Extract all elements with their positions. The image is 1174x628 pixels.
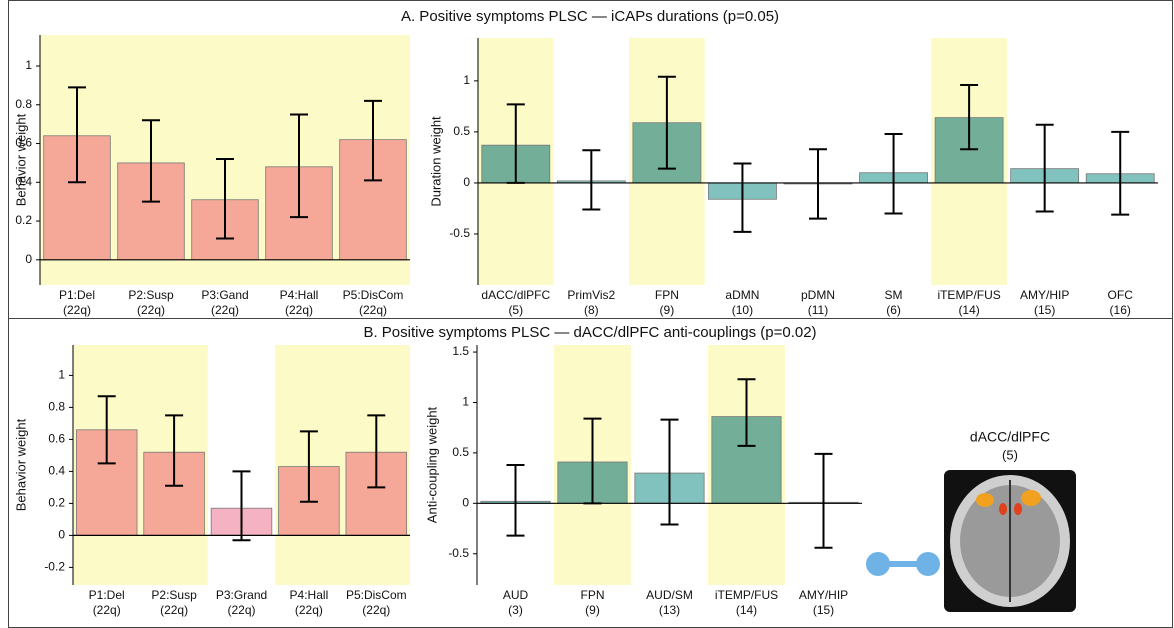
x-tick-note: (22q) <box>93 603 121 617</box>
x-tick-label: iTEMP/FUS <box>937 288 1000 302</box>
y-tick-label: 1.5 <box>452 344 469 358</box>
chart: P1:Del(22q)P2:Susp(22q)P3:Grand(22q)P4:H… <box>13 345 410 617</box>
x-tick-label: AMY/HIP <box>799 588 848 602</box>
y-tick-label: 0.8 <box>48 400 65 414</box>
x-tick-label: aDMN <box>725 288 759 302</box>
x-tick-label: P2:Susp <box>128 288 174 302</box>
x-tick-label: FPN <box>581 588 605 602</box>
y-tick-label: 0.5 <box>453 124 470 138</box>
inset-sublabel: (5) <box>1002 447 1018 462</box>
x-tick-note: (22q) <box>359 303 387 317</box>
x-tick-label: P1:Del <box>59 288 95 302</box>
x-tick-note: (10) <box>732 303 753 317</box>
y-axis-label: Duration weight <box>428 116 443 207</box>
x-tick-label: AMY/HIP <box>1020 288 1069 302</box>
x-tick-label: P4:Hall <box>280 288 319 302</box>
y-tick-label: 0 <box>25 252 32 266</box>
node <box>916 552 940 576</box>
section-title: A. Positive symptoms PLSC — iCAPs durati… <box>401 8 779 25</box>
activation <box>1021 490 1041 506</box>
y-axis-label: Anti-coupling weight <box>424 406 439 523</box>
activation <box>1014 503 1022 515</box>
y-tick-label: -0.2 <box>44 560 65 574</box>
x-tick-label: P4:Hall <box>290 588 329 602</box>
x-tick-note: (11) <box>808 303 828 317</box>
x-tick-note: (22q) <box>63 303 91 317</box>
x-tick-note: (22q) <box>137 303 165 317</box>
x-tick-note: (9) <box>660 303 675 317</box>
brain-inset: dACC/dlPFC (5) <box>866 429 1076 612</box>
y-axis-label: Behavior weight <box>13 113 28 206</box>
y-tick-label: 0 <box>462 495 469 509</box>
x-tick-note: (14) <box>736 603 757 617</box>
y-tick-label: 0.6 <box>15 136 32 150</box>
x-tick-note: (15) <box>813 603 834 617</box>
y-tick-label: 0.5 <box>452 445 469 459</box>
y-tick-label: 0.8 <box>15 97 32 111</box>
x-tick-note: (22q) <box>295 603 323 617</box>
x-tick-note: (22q) <box>211 303 239 317</box>
x-tick-label: P1:Del <box>89 588 125 602</box>
x-tick-note: (5) <box>508 303 523 317</box>
x-tick-note: (15) <box>1034 303 1055 317</box>
x-tick-label: FPN <box>655 288 679 302</box>
x-tick-note: (22q) <box>285 303 313 317</box>
chart: P1:Del(22q)P2:Susp(22q)P3:Gand(22q)P4:Ha… <box>13 35 410 317</box>
x-tick-note: (6) <box>886 303 901 317</box>
chart: AUD(3) FPN(9) AUD/SM(13) iTEMP/FUS(14) AMY/H… <box>424 344 862 617</box>
node <box>866 552 890 576</box>
y-tick-label: 0.2 <box>15 213 32 227</box>
x-tick-label: P5:DisCom <box>346 588 407 602</box>
x-tick-note: (8) <box>584 303 599 317</box>
x-tick-label: P3:Gand <box>201 288 248 302</box>
x-tick-label: AUD/SM <box>646 588 693 602</box>
x-tick-note: (14) <box>958 303 979 317</box>
x-tick-note: (22q) <box>160 603 188 617</box>
x-tick-label: P3:Grand <box>216 588 267 602</box>
y-axis-label: Behavior weight <box>13 418 28 511</box>
x-tick-note: (9) <box>585 603 600 617</box>
x-tick-label: P5:DisCom <box>343 288 404 302</box>
x-tick-label: AUD <box>503 588 529 602</box>
x-tick-label: P2:Susp <box>151 588 197 602</box>
x-tick-label: SM <box>885 288 903 302</box>
x-tick-note: (3) <box>508 603 523 617</box>
y-tick-label: 1 <box>462 395 469 409</box>
y-tick-label: 1 <box>463 73 470 87</box>
x-tick-label: dACC/dlPFC <box>481 288 550 302</box>
activation <box>976 493 994 507</box>
x-tick-label: PrimVis2 <box>567 288 615 302</box>
activation <box>999 503 1007 515</box>
y-tick-label: 0.4 <box>48 464 65 478</box>
y-tick-label: 1 <box>25 58 32 72</box>
x-tick-label: iTEMP/FUS <box>715 588 778 602</box>
x-tick-note: (22q) <box>227 603 255 617</box>
y-tick-label: -0.5 <box>449 226 470 240</box>
x-tick-note: (13) <box>659 603 680 617</box>
section-title: B. Positive symptoms PLSC — dACC/dlPFC a… <box>363 324 816 341</box>
y-tick-label: 0 <box>463 175 470 189</box>
x-tick-label: OFC <box>1108 288 1134 302</box>
y-tick-label: -0.5 <box>448 546 469 560</box>
y-tick-label: 1 <box>58 368 65 382</box>
y-tick-label: 0 <box>58 528 65 542</box>
x-tick-note: (22q) <box>362 603 390 617</box>
y-tick-label: 0.2 <box>48 496 65 510</box>
y-tick-label: 0.6 <box>48 432 65 446</box>
y-tick-label: 0.4 <box>15 174 32 188</box>
x-tick-note: (16) <box>1110 303 1131 317</box>
inset-label: dACC/dlPFC <box>970 429 1050 445</box>
chart: dACC/dlPFC(5) PrimVis2(8) FPN(9) aDMN(10) pD… <box>428 38 1158 317</box>
x-tick-label: pDMN <box>801 288 835 302</box>
